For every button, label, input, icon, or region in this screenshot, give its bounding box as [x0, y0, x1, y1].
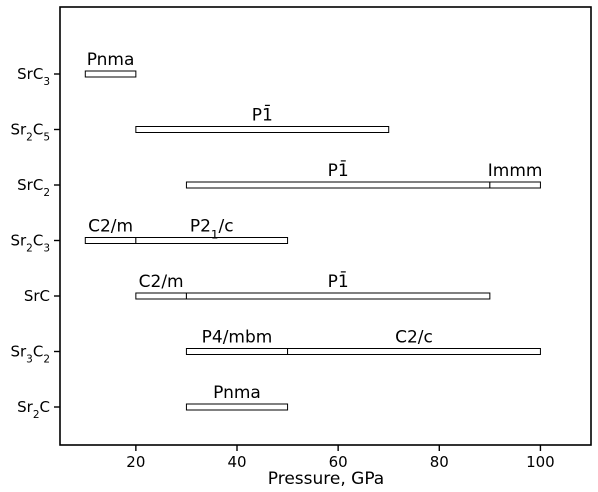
x-tick-label: 100: [526, 453, 555, 471]
phase-bar: [287, 348, 541, 355]
phase-bar: [185, 292, 491, 300]
phase-bar: [185, 403, 289, 411]
y-category-label: Sr3C2: [10, 343, 50, 366]
phase-label: C2/m: [139, 272, 184, 292]
phase-bar: [84, 237, 137, 244]
phase-bar: [135, 292, 187, 300]
phase-label: P4/mbm: [202, 328, 273, 348]
x-axis: 20 40 60 80 100: [126, 445, 555, 471]
x-tick-label: 20: [126, 453, 145, 471]
phase-label: Immm: [488, 161, 543, 181]
y-category-label: Sr2C3: [10, 232, 50, 255]
phase-bar: [135, 237, 289, 244]
phase-label: C2/c: [395, 328, 433, 348]
plot-frame: [59, 6, 592, 446]
x-tick-label: 40: [227, 453, 246, 471]
x-axis-title: Pressure, GPa: [268, 469, 384, 489]
phase-label: P1̄: [252, 103, 273, 125]
y-axis: SrC3 Sr2C5 SrC2 Sr2C3 SrC Sr3C2 Sr2C: [10, 65, 60, 421]
phase-bar: [135, 126, 390, 133]
phase-label: P1̄: [328, 159, 349, 181]
y-category-label: Sr2C5: [10, 121, 50, 144]
phase-bar: [84, 70, 137, 78]
phase-bar: [185, 348, 289, 355]
y-category-label: SrC3: [17, 65, 50, 88]
phase-labels: Pnma P1̄ P1̄ Immm C2/m P21/c C2/m P1̄ P4/mbm C2/c…: [87, 50, 543, 403]
x-tick-label: 80: [430, 453, 449, 471]
phase-label: Pnma: [213, 383, 261, 403]
phase-label: P21/c: [190, 217, 234, 242]
x-tick-label: 60: [329, 453, 348, 471]
phase-label: P1̄: [328, 270, 349, 292]
y-category-label: Sr2C: [17, 398, 50, 421]
phase-bar: [185, 181, 491, 189]
phase-label: C2/m: [88, 217, 133, 237]
y-category-label: SrC2: [17, 176, 50, 199]
phase-label: Pnma: [87, 50, 135, 70]
phase-bars: [84, 70, 541, 411]
y-category-label: SrC: [24, 287, 50, 305]
phase-bar: [489, 181, 541, 189]
